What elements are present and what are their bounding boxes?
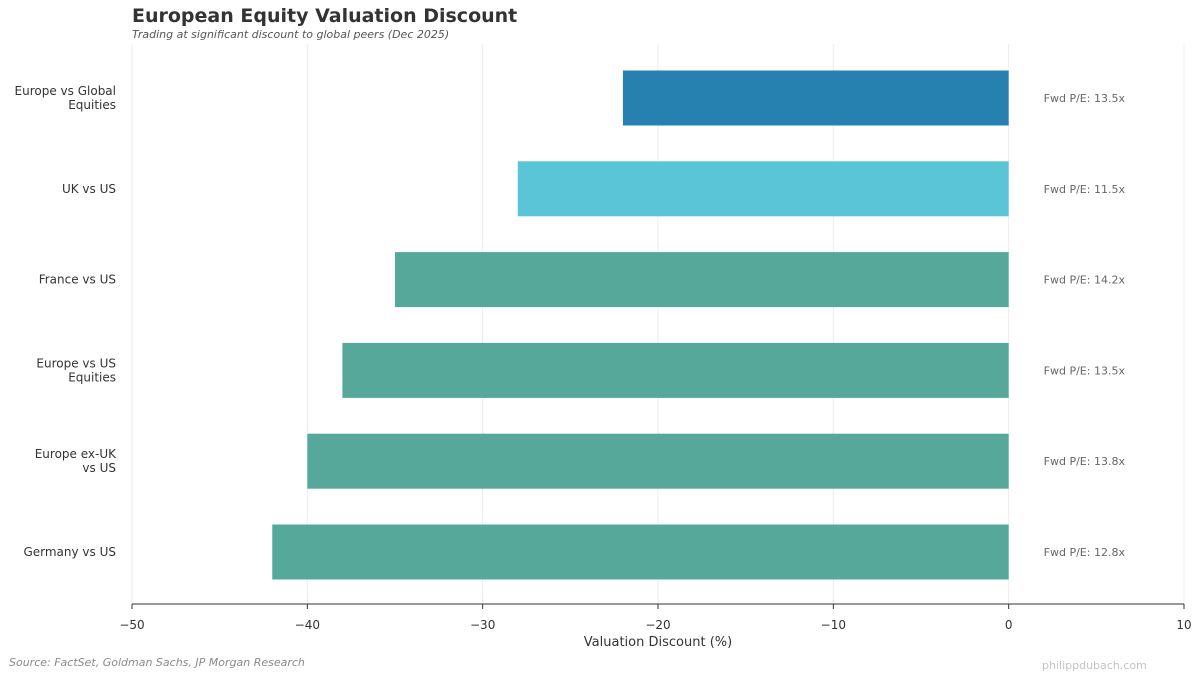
category-label: Europe vs US Equities — [36, 356, 116, 384]
category-label: UK vs US — [62, 182, 116, 196]
bar — [517, 161, 1009, 217]
gridlines — [131, 44, 1185, 604]
pe-annotation: Fwd P/E: 11.5x — [1044, 183, 1126, 196]
x-axis: −50 −40 −30 −20 −10 0 10 — [119, 603, 1192, 632]
annotations: Fwd P/E: 13.5x Fwd P/E: 11.5x Fwd P/E: 14.… — [1044, 92, 1126, 559]
x-tick-label: −20 — [645, 618, 670, 632]
category-label: France vs US — [39, 273, 116, 287]
x-tick-label: −50 — [119, 618, 144, 632]
pe-annotation: Fwd P/E: 13.5x — [1044, 92, 1126, 105]
chart-title: European Equity Valuation Discount — [132, 5, 518, 27]
bars — [272, 70, 1009, 580]
bar — [272, 524, 1009, 580]
bar — [395, 252, 1009, 308]
bar — [307, 433, 1009, 489]
chart-subtitle: Trading at significant discount to globa… — [132, 28, 450, 41]
bar — [342, 342, 1009, 398]
watermark: philippdubach.com — [1042, 659, 1147, 672]
category-labels: Europe vs Global Equities UK vs US France v… — [15, 84, 118, 559]
x-tick-label: −30 — [470, 618, 495, 632]
pe-annotation: Fwd P/E: 14.2x — [1044, 274, 1126, 287]
pe-annotation: Fwd P/E: 12.8x — [1044, 546, 1126, 559]
source-note: Source: FactSet, Goldman Sachs, JP Morga… — [9, 656, 305, 669]
category-label: Europe ex-UK vs US — [35, 447, 117, 475]
category-label: Germany vs US — [23, 545, 116, 559]
pe-annotation: Fwd P/E: 13.5x — [1044, 364, 1126, 377]
x-tick-label: −40 — [295, 618, 320, 632]
x-tick-label: −10 — [821, 618, 846, 632]
category-label: Europe vs Global Equities — [15, 84, 116, 112]
pe-annotation: Fwd P/E: 13.8x — [1044, 455, 1126, 468]
bar — [622, 70, 1009, 126]
x-tick-label: 0 — [1005, 618, 1013, 632]
x-axis-title: Valuation Discount (%) — [584, 635, 732, 650]
x-tick-label: 10 — [1176, 618, 1191, 632]
